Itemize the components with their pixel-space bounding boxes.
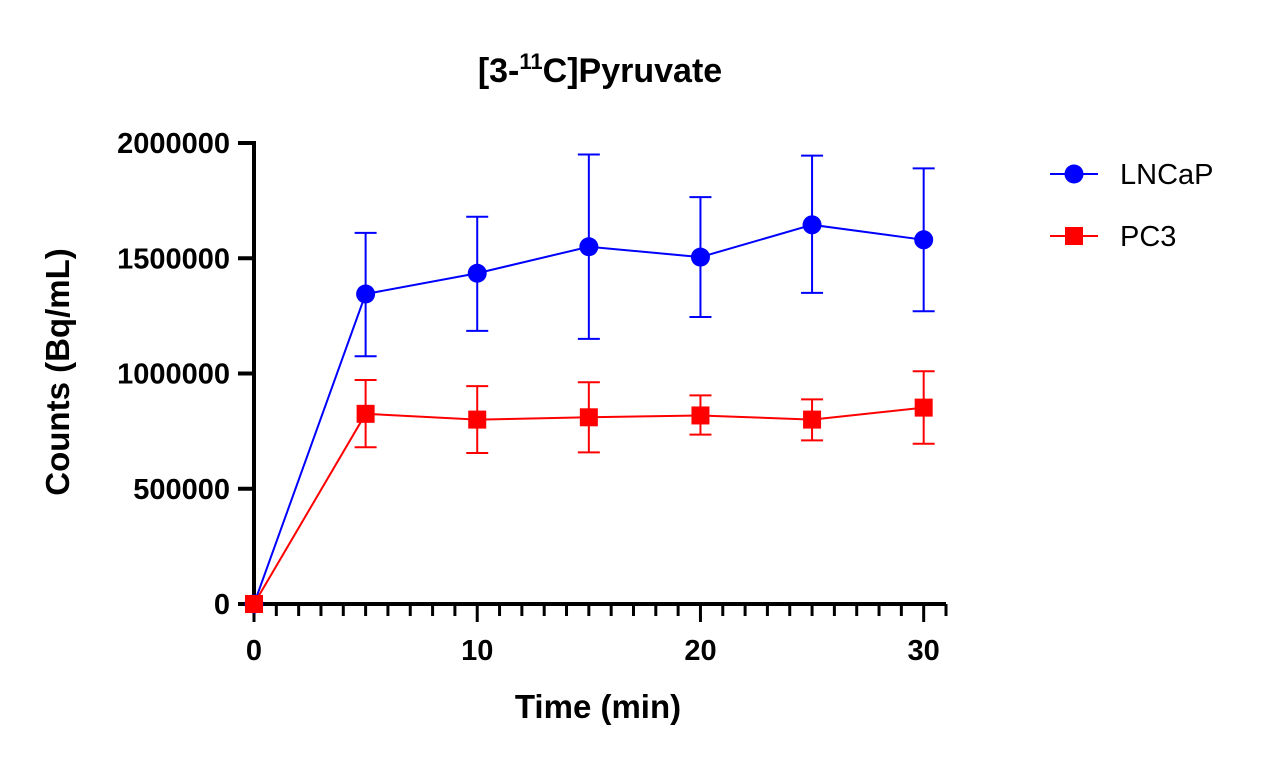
legend-label: LNCaP [1120,159,1214,191]
y-tick-label: 2000000 [117,128,230,160]
data-point [579,408,598,427]
series-pc3 [245,370,935,613]
x-tick-label: 20 [684,635,716,667]
chart-title-suffix: C]Pyruvate [543,52,723,90]
legend-entry-lncap: LNCaP [1050,159,1214,191]
series-lncap [244,153,935,614]
data-point [356,404,375,423]
series-layer [244,153,935,614]
y-tick-label: 1500000 [117,243,230,275]
data-point [245,595,263,613]
data-point [468,410,487,429]
data-point [690,247,710,267]
y-tick-label: 500000 [133,474,230,506]
chart-title-prefix: [3- [478,52,520,90]
x-axis-title: Time (min) [515,688,681,725]
data-point [803,410,822,429]
chart-title-superscript: 11 [519,49,542,74]
legend-marker [1064,164,1084,184]
y-axis-title: Counts (Bq/mL) [39,248,76,495]
legend-entry-pc3: PC3 [1050,221,1176,253]
chart-title: [3-11C]Pyruvate [478,49,722,90]
data-point [802,215,822,235]
y-tick-label: 1000000 [117,359,230,391]
axes: 0 500000 1000000 1500000 2000000 0 10 20 30 [117,128,948,667]
x-tick-label: 0 [246,635,262,667]
x-tick-label: 10 [461,635,493,667]
legend-marker [1065,227,1083,245]
legend-label: PC3 [1120,221,1176,253]
y-tick-label: 0 [214,589,230,621]
data-point [691,406,710,425]
data-point [914,398,933,417]
data-point [579,237,599,257]
x-tick-label: 30 [908,635,940,667]
legend: LNCaP PC3 [1050,159,1214,253]
data-point [914,230,934,250]
data-point [467,263,487,283]
data-point [356,284,376,304]
